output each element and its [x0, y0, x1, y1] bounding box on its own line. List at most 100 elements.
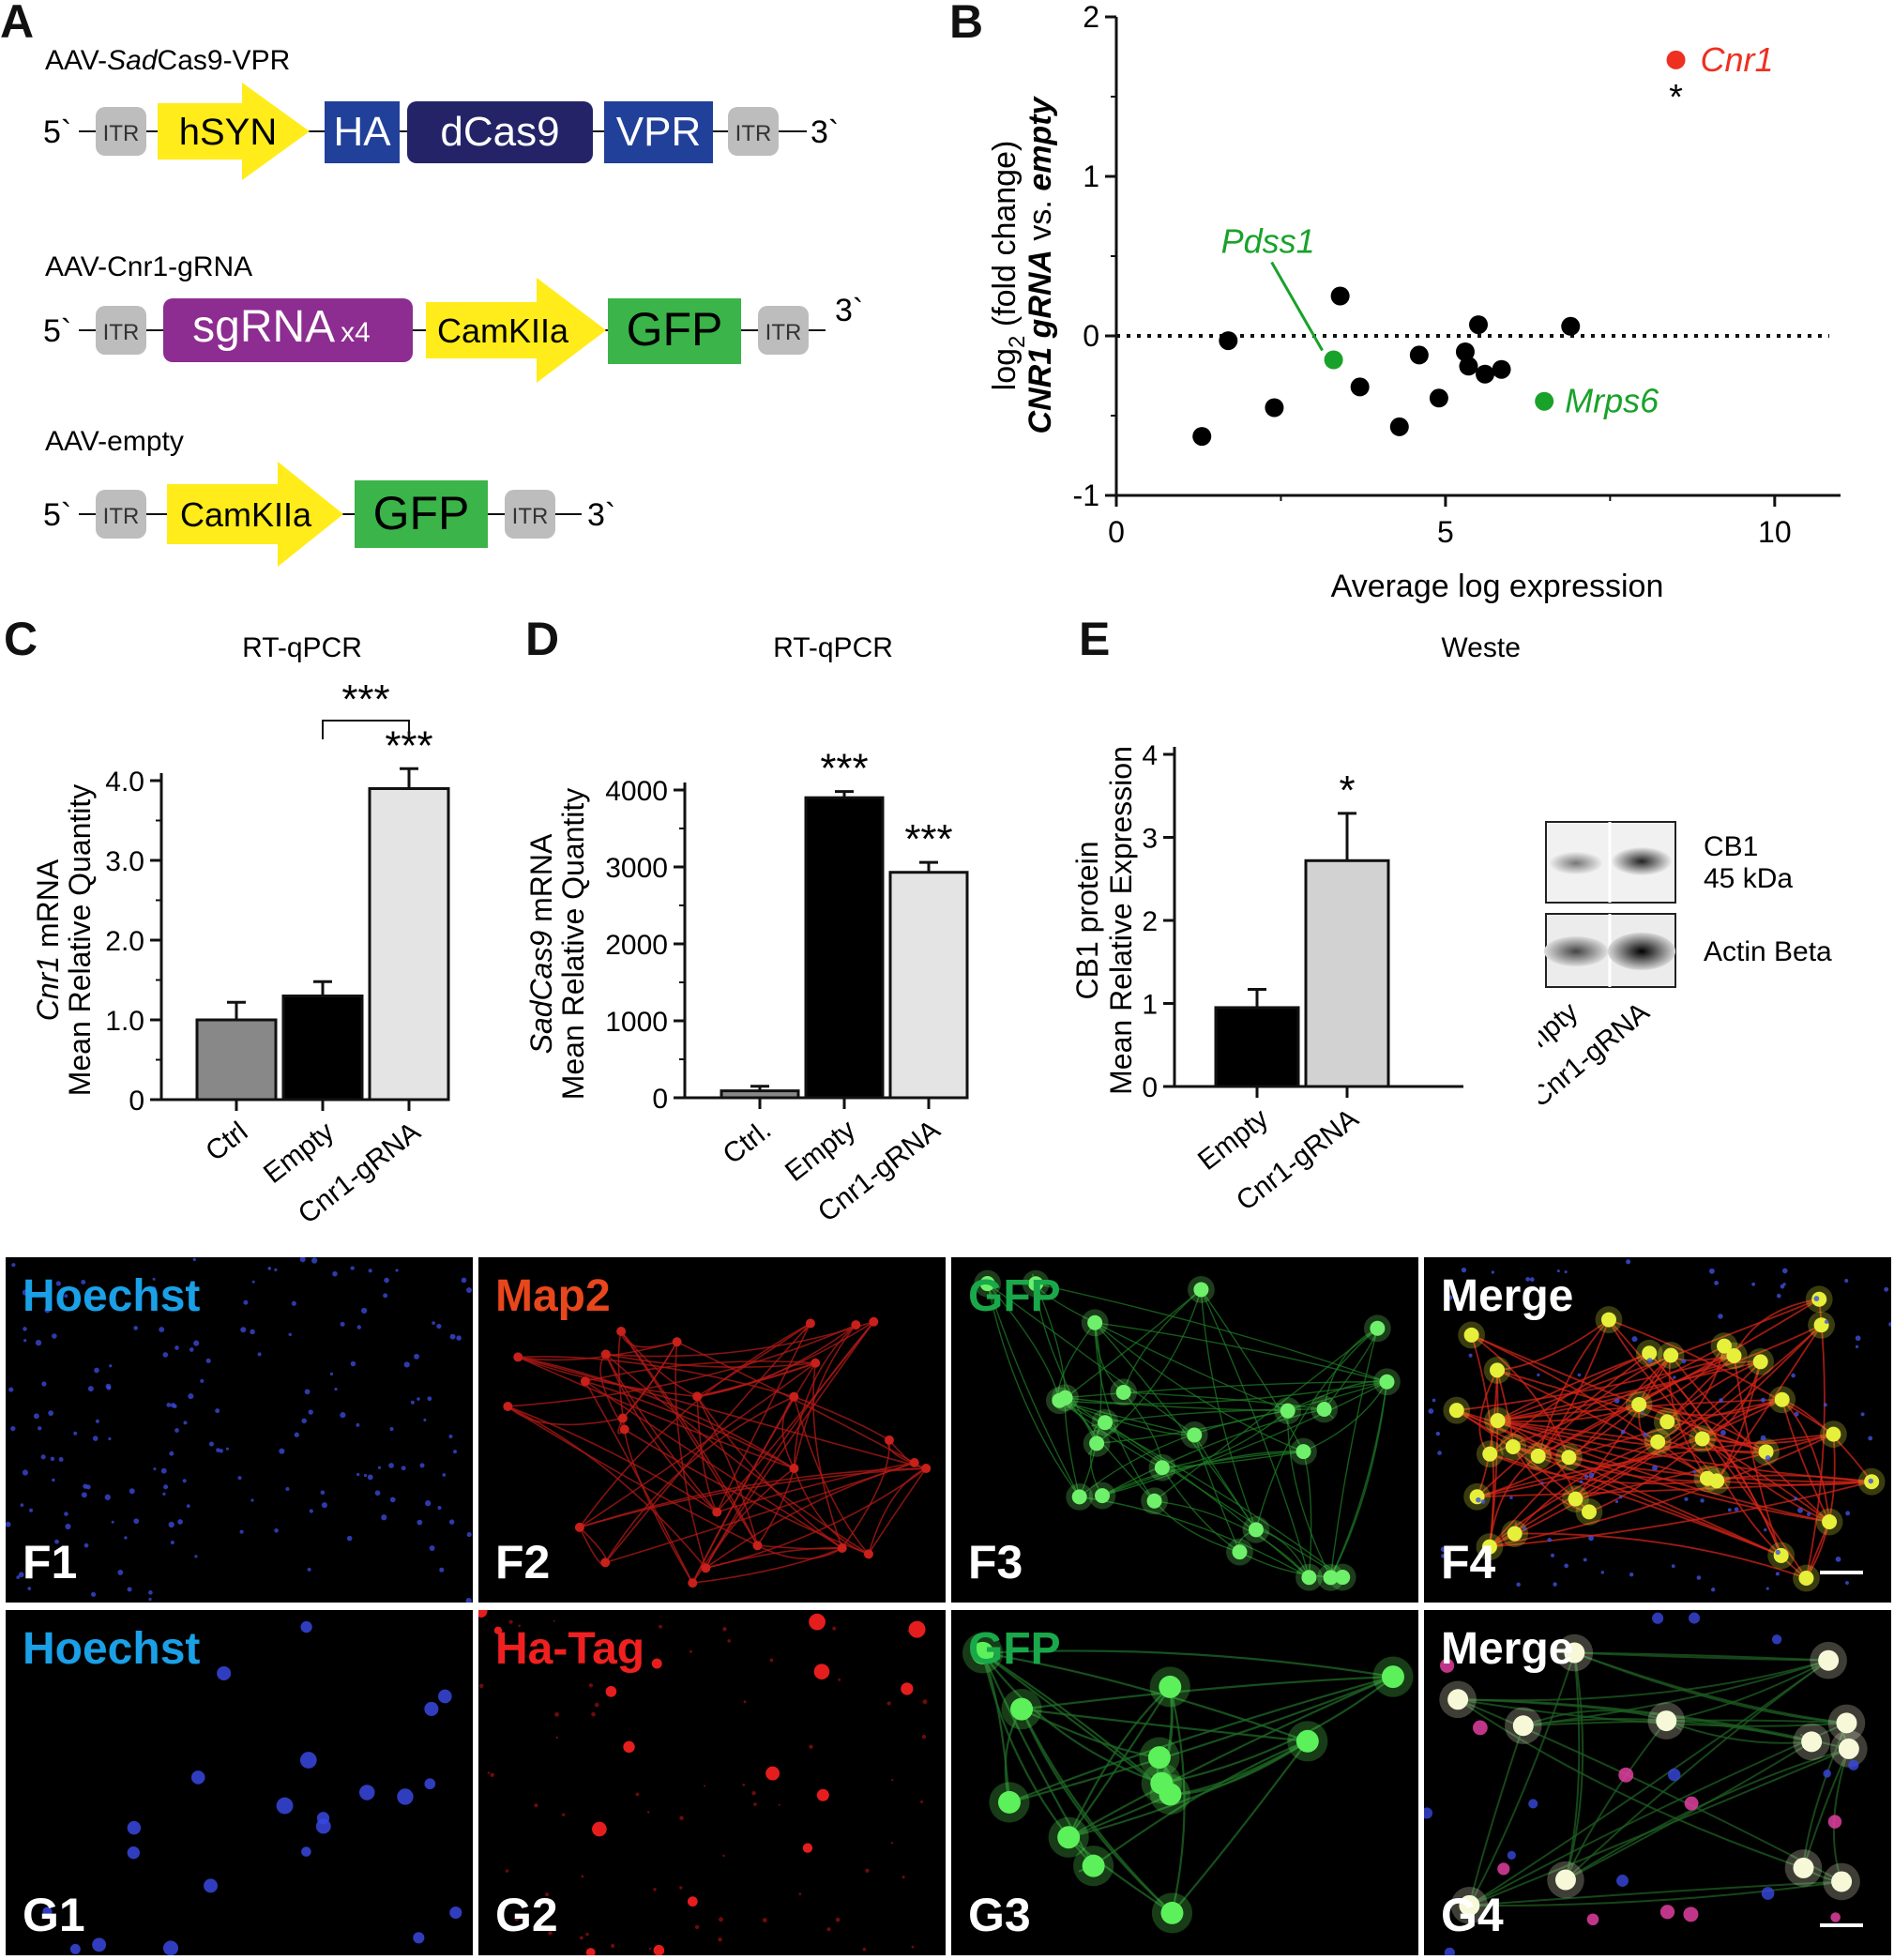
cell-nucleus: [762, 1918, 767, 1922]
neuron-soma: [1798, 1571, 1814, 1587]
tile-id: F2: [495, 1536, 551, 1588]
cell-nucleus: [1884, 1286, 1889, 1292]
cell-nucleus: [1583, 1557, 1587, 1562]
cell-nucleus: [751, 1791, 756, 1796]
cell-nucleus: [417, 1397, 420, 1401]
neuron-soma: [1089, 1436, 1105, 1451]
neurite: [1639, 1345, 1725, 1405]
y-tick-label: 1: [1142, 990, 1158, 1021]
y-tick-label: 2: [1083, 0, 1099, 34]
neuron-soma: [1147, 1746, 1171, 1770]
neuron-soma: [1160, 1901, 1184, 1924]
neurite: [1608, 1318, 1834, 1436]
neurite: [1574, 1651, 1829, 1662]
neuron-soma: [1818, 1649, 1840, 1671]
cell-nucleus: [1646, 1358, 1653, 1364]
neurite: [1068, 1836, 1174, 1914]
cell-nucleus: [1614, 1398, 1620, 1404]
cell-nucleus: [605, 1686, 617, 1697]
construct-2-5prime: 5`: [43, 313, 71, 349]
construct-3-5prime: 5`: [43, 497, 71, 533]
neurite: [696, 1395, 843, 1549]
micrograph-grid: Hoechst F1 Map2 F2 GFP F3 Merge F4 Hoech…: [0, 1257, 1894, 1960]
cell-nucleus: [1719, 1398, 1723, 1403]
neurite: [620, 1330, 698, 1398]
cell-nucleus: [453, 1450, 458, 1454]
cell-nucleus: [388, 1463, 394, 1468]
cell-nucleus: [129, 1488, 135, 1495]
neurite: [584, 1380, 843, 1549]
cell-nucleus: [911, 1945, 915, 1949]
y-axis-label-line1: log2 (fold change): [987, 141, 1030, 391]
cell-nucleus: [250, 1498, 254, 1502]
neuron-soma: [921, 1464, 932, 1474]
neuron-soma: [1381, 1665, 1404, 1689]
cell-nucleus: [581, 1875, 584, 1878]
neurite: [1008, 1676, 1394, 1803]
neuron-soma: [600, 1349, 611, 1360]
cell-nucleus: [65, 1523, 71, 1530]
cell-nucleus: [162, 1940, 179, 1955]
neuron-soma: [1010, 1697, 1034, 1721]
neuron-soma: [1097, 1415, 1113, 1431]
cell-nucleus: [579, 1936, 583, 1940]
blot-label-actin: Actin Beta: [1704, 936, 1832, 967]
neurite: [986, 1283, 1081, 1497]
neurite: [1701, 1438, 1808, 1579]
cell-nucleus: [368, 1269, 372, 1273]
cell-nucleus: [301, 1846, 311, 1857]
cell-nucleus: [753, 1802, 757, 1806]
cell-nucleus: [1806, 1512, 1811, 1517]
tile-title: Map2: [495, 1271, 611, 1321]
cell-nucleus: [487, 1771, 491, 1774]
cell-nucleus: [28, 1508, 34, 1512]
neurite: [1303, 1381, 1388, 1452]
cell-nucleus: [802, 1843, 813, 1853]
y-axis-label-line1: CB1 protein: [1070, 842, 1104, 1000]
cell-nucleus: [1848, 1759, 1859, 1770]
neurite: [1161, 1466, 1240, 1553]
neurite: [1716, 1324, 1823, 1481]
cell-nucleus: [1631, 1336, 1638, 1343]
cell-nucleus: [1700, 1498, 1705, 1503]
neurite: [1123, 1391, 1325, 1410]
cell-nucleus: [307, 1567, 311, 1572]
neuron-soma: [1159, 1675, 1182, 1698]
cell-nucleus: [414, 1353, 419, 1360]
neuron-soma: [1095, 1488, 1111, 1504]
cell-nucleus: [148, 1597, 152, 1602]
neurite: [1058, 1400, 1163, 1468]
cell-nucleus: [40, 1454, 46, 1460]
neurite: [793, 1324, 856, 1469]
cell-nucleus: [1827, 1815, 1842, 1829]
svg-text:ITR: ITR: [735, 121, 772, 146]
y-tick-label: 3000: [605, 853, 668, 884]
y-tick-label: 0: [1142, 1072, 1158, 1103]
construct-3-3prime: 3`: [587, 497, 615, 533]
cell-nucleus: [1684, 1497, 1689, 1501]
cell-nucleus: [718, 1937, 722, 1942]
construct-1-itr-left: ITR: [96, 107, 146, 156]
neuron-soma: [971, 1641, 994, 1664]
neurite: [518, 1341, 677, 1361]
cell-nucleus: [1765, 1455, 1771, 1461]
bar-empty: [804, 796, 885, 1100]
cell-nucleus: [173, 1404, 177, 1409]
data-point: [1389, 417, 1409, 436]
cell-nucleus: [1764, 1527, 1767, 1532]
construct-1-hsyn-promoter: hSYN: [158, 83, 310, 180]
svg-text:CamKIIa: CamKIIa: [180, 495, 312, 534]
cell-nucleus: [907, 1630, 910, 1633]
micrograph-f2-map2: Map2 F2: [478, 1257, 946, 1603]
cell-nucleus: [437, 1505, 442, 1511]
neurite: [1171, 1740, 1309, 1914]
cell-nucleus: [16, 1575, 21, 1580]
cell-nucleus: [436, 1323, 442, 1329]
cell-nucleus: [92, 1436, 98, 1441]
micrograph-f4-merge: Merge F4: [1424, 1257, 1891, 1603]
neurite: [1497, 1420, 1659, 1443]
cell-nucleus: [1556, 1269, 1560, 1273]
neuron-soma: [1507, 1526, 1523, 1542]
x-tick-label: 5: [1437, 515, 1454, 549]
cell-nucleus: [769, 1658, 774, 1663]
